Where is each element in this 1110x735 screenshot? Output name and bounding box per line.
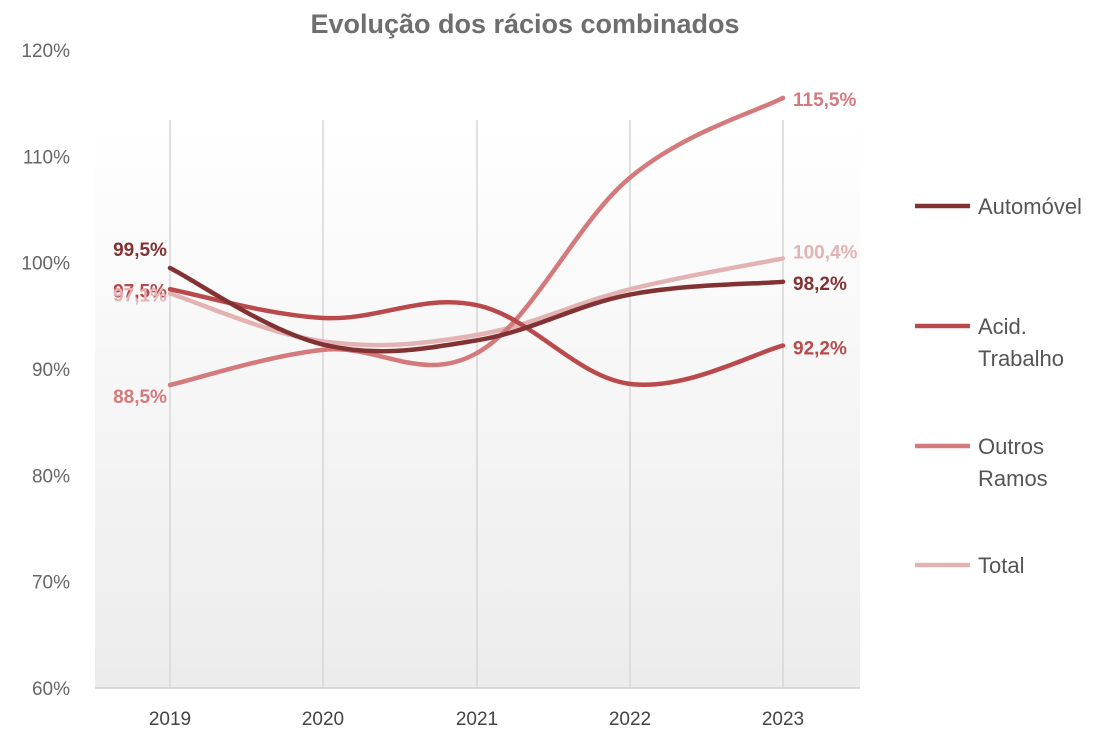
x-tick-label: 2022 <box>609 709 651 730</box>
x-tick-label: 2019 <box>149 709 191 730</box>
legend-label: Automóvel <box>978 194 1082 219</box>
data-label-acid-trabalho: 97,5% <box>113 281 167 302</box>
x-tick-label: 2020 <box>302 709 344 730</box>
data-labels: 99,5% 98,2% 97,5% 92,2% 88,5% 115,5% 97,1% 100,… <box>113 90 857 408</box>
y-tick-label: 80% <box>32 466 70 487</box>
legend-item-total: Total <box>915 553 1024 578</box>
series-line-automovel <box>167 265 786 354</box>
y-tick-label: 100% <box>21 254 70 275</box>
legend-item-outros-ramos: Outros Ramos <box>915 434 1048 491</box>
series-lines <box>167 95 786 388</box>
legend-label: Ramos <box>978 466 1048 491</box>
y-tick-label: 90% <box>32 360 70 381</box>
y-tick-label: 110% <box>23 147 70 168</box>
data-label-acid-trabalho: 92,2% <box>793 339 847 360</box>
legend-label: Trabalho <box>978 346 1064 371</box>
x-axis-ticks: 2019 2020 2021 2022 2023 <box>149 709 804 730</box>
y-tick-label: 60% <box>32 679 70 700</box>
data-label-outros-ramos: 115,5% <box>793 90 856 111</box>
data-label-total: 97,1% <box>113 286 167 307</box>
y-tick-label: 120% <box>21 41 70 62</box>
y-tick-label: 70% <box>32 573 70 594</box>
legend-label: Outros <box>978 434 1044 459</box>
legend-label: Acid. <box>978 314 1027 339</box>
data-label-outros-ramos: 88,5% <box>113 387 167 408</box>
x-tick-label: 2021 <box>456 709 498 730</box>
data-label-automovel: 99,5% <box>113 240 167 261</box>
series-line-acid-trabalho <box>167 287 786 388</box>
x-tick-label: 2023 <box>762 709 804 730</box>
legend-label: Total <box>978 553 1024 578</box>
legend-item-automovel: Automóvel <box>915 194 1082 219</box>
legend-item-acid-trabalho: Acid. Trabalho <box>915 314 1064 371</box>
chart-title: Evolução dos rácios combinados <box>310 9 739 39</box>
series-line-total <box>167 256 786 348</box>
series-line-outros-ramos <box>167 95 786 388</box>
legend: Automóvel Acid. Trabalho Outros Ramos Total <box>915 194 1082 578</box>
data-label-total: 100,4% <box>793 242 858 263</box>
data-label-automovel: 98,2% <box>793 274 847 295</box>
gridlines <box>169 120 784 688</box>
y-axis-ticks: 60% 70% 80% 90% 100% 110% 120% <box>21 41 70 700</box>
